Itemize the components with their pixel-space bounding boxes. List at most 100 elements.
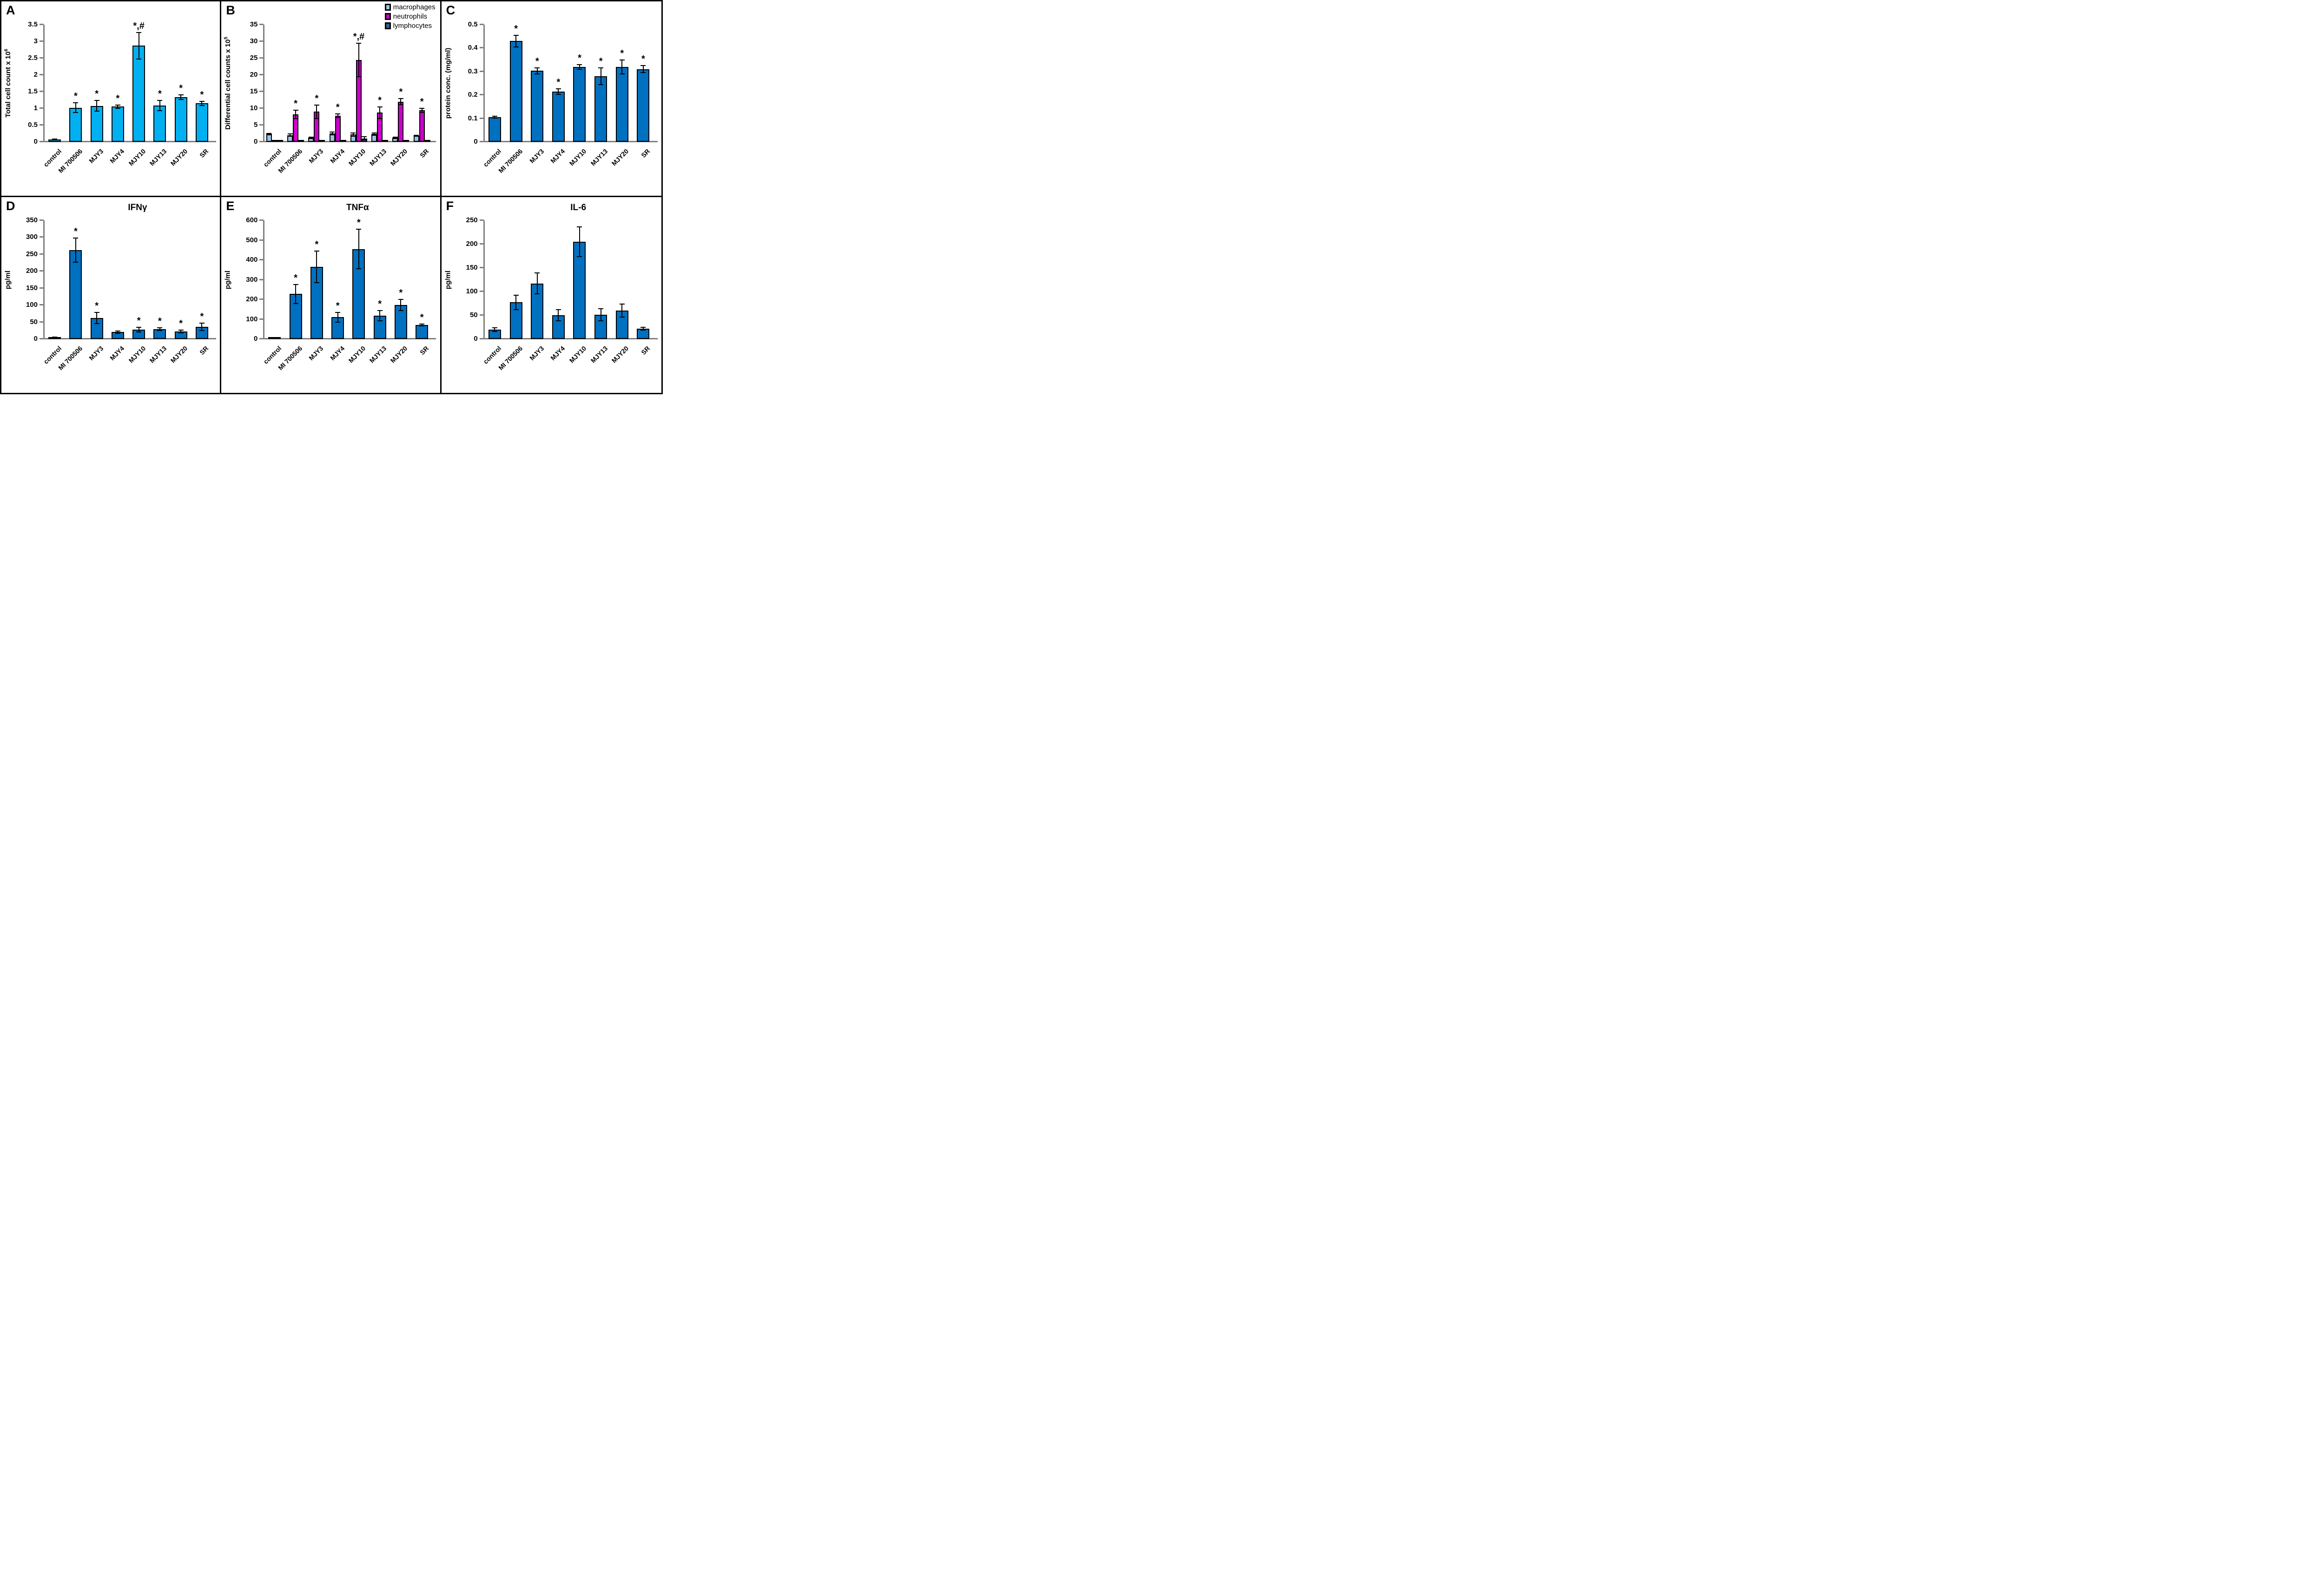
error-bar-cap-top <box>293 284 298 285</box>
x-category-label: MJY20 <box>389 147 409 167</box>
error-bar <box>352 133 354 136</box>
error-bar-cap-top <box>266 133 272 134</box>
significance-marker: * <box>357 218 361 228</box>
error-bar <box>316 105 317 119</box>
y-tick <box>259 57 264 59</box>
y-tick <box>259 74 264 75</box>
error-bar <box>358 43 359 77</box>
panel-f: F IL-6 0 50 100 150 200 250 pg/ml control MI 70050… <box>442 197 661 393</box>
error-bar-cap-bottom <box>266 134 272 136</box>
panel-d: D IFNγ 0 50 100 150 200 250 300 350 pg/ml control * M… <box>1 197 222 393</box>
x-category-label: MJY4 <box>549 147 567 165</box>
error-bar-cap-top <box>640 65 646 66</box>
y-tick <box>259 298 264 300</box>
bar <box>277 140 283 142</box>
x-category-label: control <box>482 345 503 365</box>
error-bar-cap-bottom <box>199 330 205 331</box>
panel-e: E TNFα 0 100 200 300 400 500 600 pg/ml control * MI … <box>221 197 442 393</box>
y-tick-label: 3 <box>33 37 38 45</box>
error-bar <box>579 227 580 257</box>
bar <box>531 71 544 142</box>
error-bar-cap-bottom <box>555 320 561 322</box>
error-bar-cap-bottom <box>308 138 314 139</box>
x-category-label: control <box>482 147 503 168</box>
plot-area: 0 50 100 150 200 250 300 350 pg/ml control * MI 700… <box>4 217 216 371</box>
panel-grid: A 0 0.5 1 1.5 2 2.5 3 3.5 Total cell count x 106 c… <box>1 1 661 393</box>
x-category-label: MJY3 <box>307 345 325 362</box>
bar <box>174 97 187 142</box>
y-tick <box>259 91 264 92</box>
error-bar-cap-top <box>377 106 383 108</box>
y-tick <box>40 338 44 339</box>
plot-area: 0 50 100 150 200 250 pg/ml control MI 700506 MJY3… <box>444 217 658 371</box>
y-tick <box>40 107 44 109</box>
error-bar <box>54 139 55 140</box>
x-category-label: control <box>262 147 283 168</box>
error-bar-cap-top <box>335 113 341 114</box>
y-tick <box>259 124 264 126</box>
significance-marker: * <box>137 315 141 326</box>
error-bar-cap-top <box>335 311 341 313</box>
error-bar <box>515 295 517 310</box>
significance-marker: * <box>420 312 424 323</box>
y-tick <box>40 57 44 59</box>
significance-marker: * <box>158 89 162 99</box>
error-bar <box>395 137 396 139</box>
error-bar-cap-top <box>287 133 293 135</box>
error-bar <box>337 312 338 322</box>
error-bar-cap-top <box>414 134 419 136</box>
y-tick <box>40 270 44 272</box>
error-bar-cap-bottom <box>640 72 646 73</box>
y-tick-label: 35 <box>250 20 258 28</box>
legend-swatch <box>384 4 391 11</box>
y-tick <box>40 219 44 221</box>
y-tick-label: 250 <box>466 216 478 224</box>
error-bar-cap-top <box>73 102 79 103</box>
error-bar-cap-bottom <box>598 84 604 86</box>
y-tick <box>259 40 264 42</box>
y-tick-label: 30 <box>250 37 258 45</box>
error-bar-cap-bottom <box>362 139 367 141</box>
y-tick-label: 1.5 <box>28 87 38 95</box>
x-category-label: MJY13 <box>589 345 609 364</box>
significance-marker: * <box>294 272 298 283</box>
error-bar-cap-bottom <box>136 331 142 332</box>
y-tick-label: 1 <box>33 104 38 112</box>
x-category-label: MJY10 <box>127 147 147 167</box>
y-tick <box>40 74 44 75</box>
significance-marker: * <box>336 300 340 311</box>
figure: A 0 0.5 1 1.5 2 2.5 3 3.5 Total cell count x 106 c… <box>0 0 663 394</box>
error-bar-cap-top <box>419 108 425 109</box>
y-tick-label: 200 <box>26 267 38 275</box>
error-bar-cap-top <box>293 110 298 111</box>
error-bar-cap-bottom <box>73 262 79 263</box>
error-bar-cap-bottom <box>619 73 625 74</box>
significance-marker: * <box>620 48 624 59</box>
y-tick-label: 3.5 <box>28 20 38 28</box>
y-tick <box>479 243 484 245</box>
y-tick-label: 600 <box>246 216 258 224</box>
x-category-label: SR <box>640 345 652 357</box>
x-category-label: control <box>42 147 63 168</box>
error-bar-cap-bottom <box>293 303 298 304</box>
y-axis-line <box>483 25 485 142</box>
y-tick-label: 20 <box>250 71 258 79</box>
y-tick <box>259 141 264 142</box>
error-bar-cap-top <box>330 131 335 133</box>
y-tick-label: 0.1 <box>468 114 478 122</box>
error-bar-cap-top <box>314 250 319 252</box>
bar <box>509 41 522 142</box>
error-bar-cap-bottom <box>335 117 341 118</box>
error-bar-cap-bottom <box>419 325 425 327</box>
error-bar-cap-top <box>377 310 383 311</box>
error-bar <box>75 238 76 263</box>
error-bar-cap-bottom <box>555 93 561 95</box>
error-bar-cap-bottom <box>293 118 298 119</box>
error-bar-cap-top <box>425 139 430 141</box>
error-bar-cap-top <box>555 88 561 89</box>
bar <box>615 66 628 142</box>
error-bar-cap-bottom <box>577 256 582 257</box>
error-bar <box>621 60 623 74</box>
error-bar-cap-top <box>577 64 582 65</box>
plot-area: 0 0.1 0.2 0.3 0.4 0.5 protein conc. (mg/ml) con… <box>444 21 658 174</box>
